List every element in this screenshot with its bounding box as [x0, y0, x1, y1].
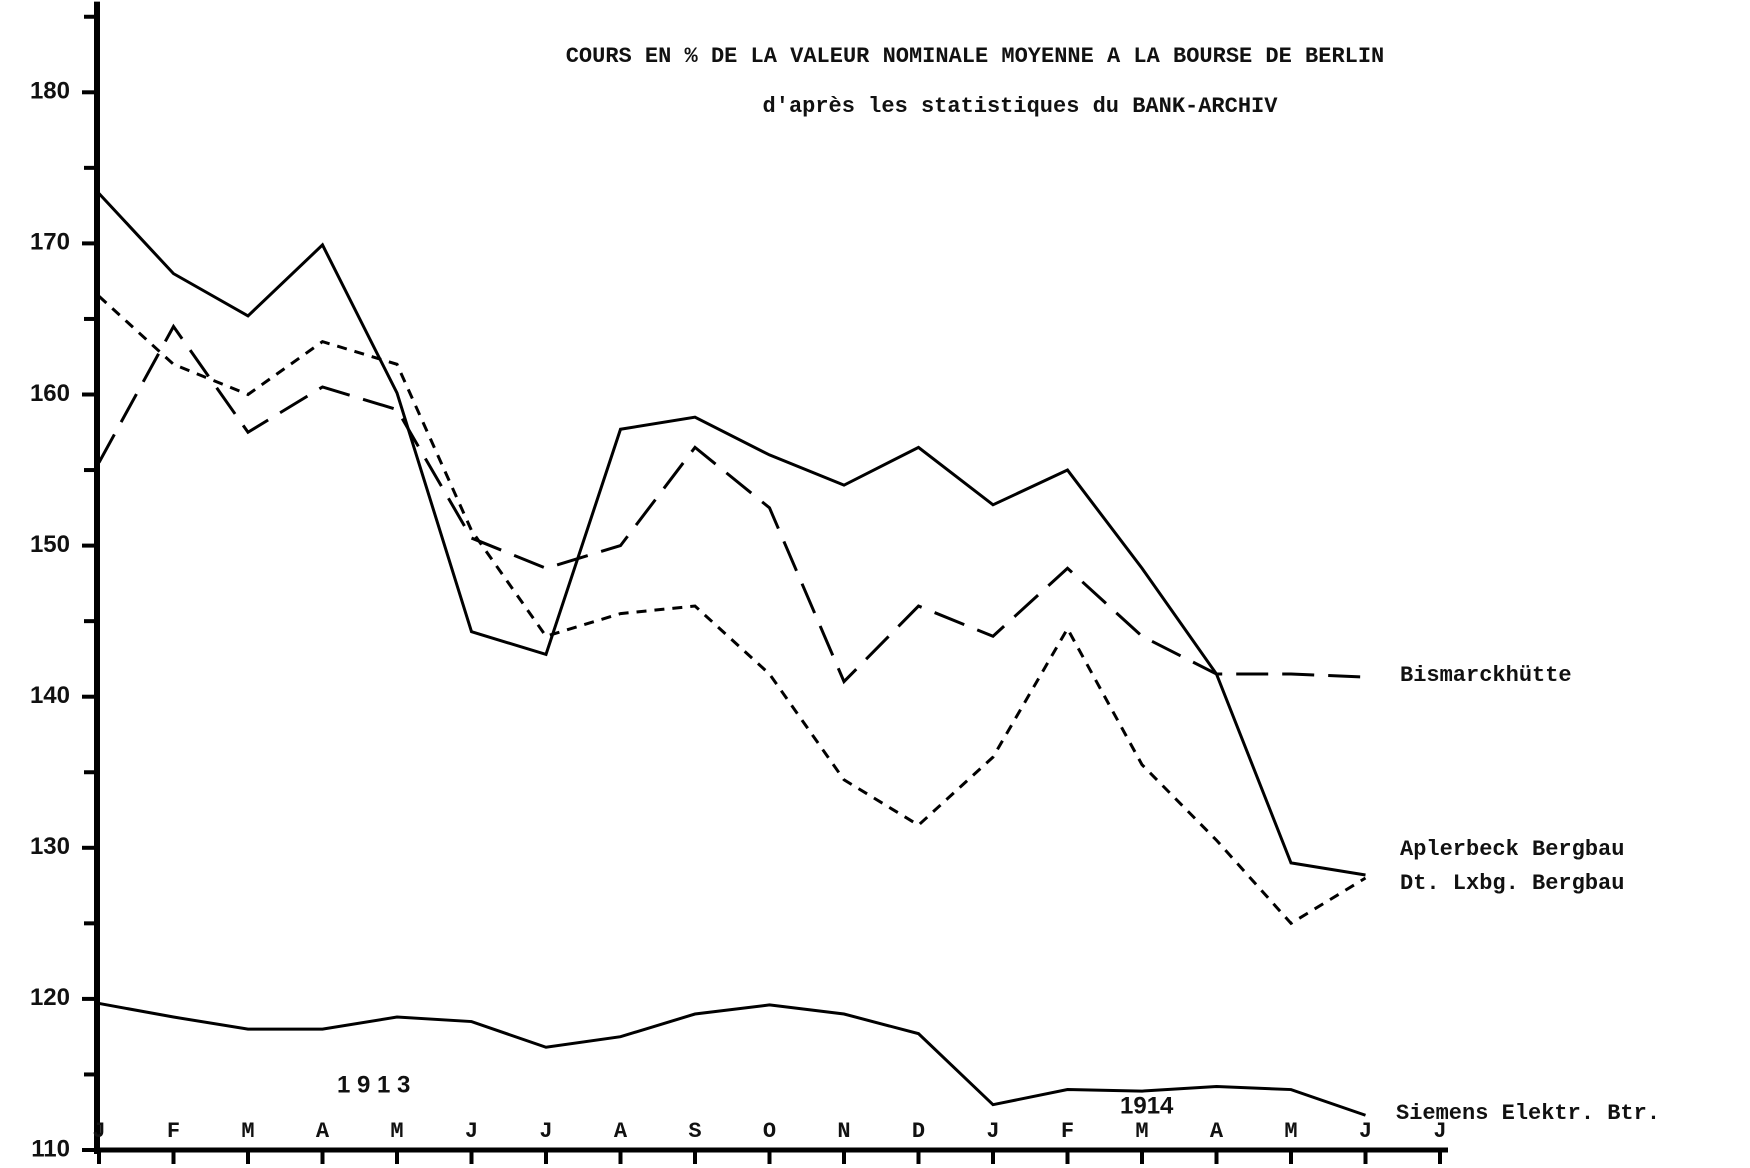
x-tick-label: F	[167, 1119, 180, 1144]
series-line	[98, 1001, 1366, 1117]
y-tick-label: 120	[30, 984, 70, 1011]
x-tick-label: S	[688, 1119, 701, 1144]
x-tick-label: A	[1210, 1119, 1224, 1144]
x-tick-label: M	[1135, 1119, 1148, 1144]
y-tick-label: 150	[30, 531, 70, 558]
y-tick-label: 140	[30, 682, 70, 709]
x-tick-label: O	[763, 1119, 776, 1144]
legend-label: Siemens Elektr. Btr.	[1396, 1101, 1660, 1126]
x-tick-label: A	[614, 1119, 628, 1144]
legend-label: Dt. Lxbg. Bergbau	[1400, 871, 1624, 896]
x-tick-label: J	[539, 1119, 552, 1144]
x-tick-label: J	[986, 1119, 999, 1144]
series-line	[97, 192, 1366, 877]
y-tick-label: 110	[31, 1135, 70, 1162]
y-tick-label: 160	[30, 380, 70, 407]
x-tick-label: M	[241, 1119, 254, 1144]
x-tick-label: J	[1359, 1119, 1372, 1144]
x-tick-label: D	[912, 1119, 925, 1144]
legend-label: Aplerbeck Bergbau	[1400, 837, 1624, 862]
x-tick-label: M	[390, 1119, 403, 1144]
x-tick-label: A	[316, 1119, 330, 1144]
x-tick-label: J	[1433, 1119, 1446, 1144]
y-tick-label: 130	[30, 833, 70, 860]
chart-subtitle: d'après les statistiques du BANK-ARCHIV	[763, 94, 1279, 119]
x-tick-label: J	[92, 1119, 105, 1144]
x-tick-label: J	[465, 1119, 478, 1144]
y-tick-label: 180	[30, 78, 70, 105]
chart-title: COURS EN % DE LA VALEUR NOMINALE MOYENNE…	[566, 44, 1385, 69]
x-tick-label: N	[837, 1119, 850, 1144]
annotation: 1914	[1120, 1092, 1174, 1119]
series-line	[97, 295, 1367, 926]
annotation: 1 9 1 3	[337, 1071, 410, 1098]
series-line	[97, 323, 1366, 685]
legend-label: Bismarckhütte	[1400, 663, 1572, 688]
x-tick-label: F	[1061, 1119, 1074, 1144]
x-tick-label: M	[1284, 1119, 1297, 1144]
y-tick-label: 170	[30, 229, 70, 256]
